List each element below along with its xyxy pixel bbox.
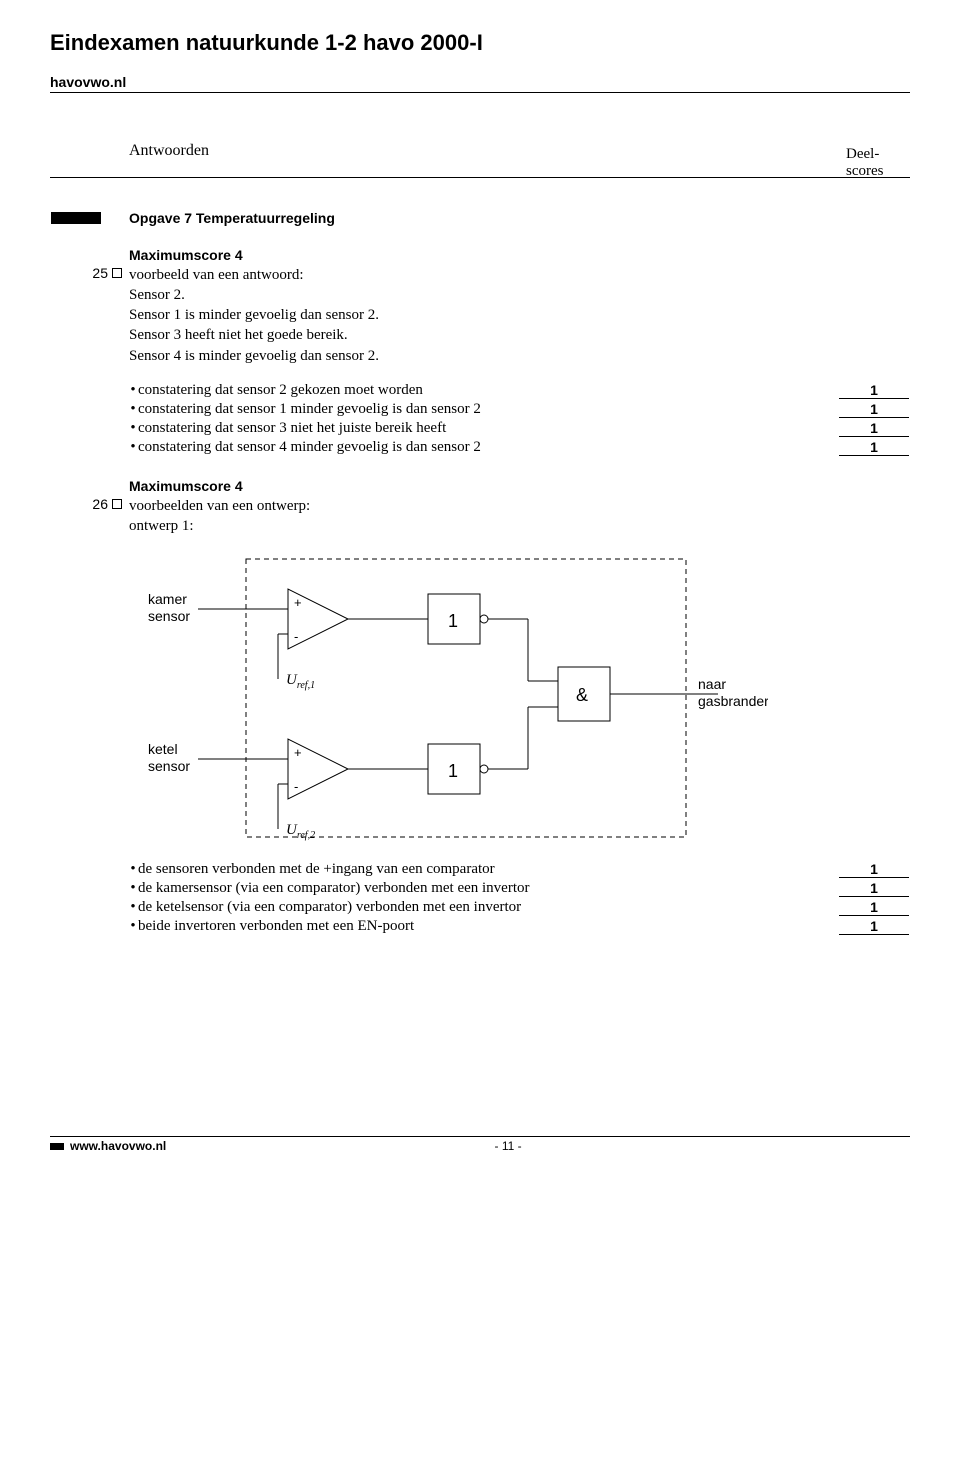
q26-bullet: de sensoren verbonden met de +ingang van… <box>138 861 833 878</box>
content-table: Antwoorden Deel- scores Opgave 7 Tempera… <box>50 141 910 936</box>
svg-text:gasbrander: gasbrander <box>698 693 768 709</box>
score-value: 1 <box>839 382 909 399</box>
circuit-diagram: kamer sensor ketel sensor + - Uref,1 <box>128 549 768 849</box>
bullet-icon: • <box>128 861 138 878</box>
score-value: 1 <box>839 899 909 916</box>
svg-text:+: + <box>294 745 302 760</box>
svg-text:Uref,1: Uref,1 <box>286 672 315 691</box>
svg-text:naar: naar <box>698 676 726 692</box>
q25-bullet: constatering dat sensor 1 minder gevoeli… <box>138 401 833 418</box>
svg-text:kamer: kamer <box>148 591 187 607</box>
svg-text:1: 1 <box>448 761 458 781</box>
footer-bar-icon <box>50 1143 64 1150</box>
q26-maxscore: Maximumscore 4 <box>128 477 838 495</box>
bullet-icon: • <box>128 439 138 456</box>
header-antwoorden: Antwoorden <box>129 142 209 159</box>
svg-text:1: 1 <box>448 611 458 631</box>
bullet-icon: • <box>128 899 138 916</box>
q26-line: voorbeelden van een ontwerp: <box>129 496 828 516</box>
checkbox-icon <box>112 268 122 278</box>
q25-bullet: constatering dat sensor 3 niet het juist… <box>138 420 833 437</box>
score-value: 1 <box>839 918 909 935</box>
score-value: 1 <box>839 420 909 437</box>
footer-page-number: - 11 - <box>166 1139 850 1153</box>
bullet-icon: • <box>128 420 138 437</box>
svg-text:Uref,2: Uref,2 <box>286 822 315 841</box>
score-value: 1 <box>839 861 909 878</box>
section-bar-icon <box>51 212 101 224</box>
q26-bullet: de kamersensor (via een comparator) verb… <box>138 880 833 897</box>
bullet-icon: • <box>128 382 138 399</box>
q25-number: 25 <box>50 264 128 367</box>
q25-maxscore: Maximumscore 4 <box>128 246 838 264</box>
checkbox-icon <box>112 499 122 509</box>
exam-title: Eindexamen natuurkunde 1-2 havo 2000-I <box>50 30 910 56</box>
svg-text:ketel: ketel <box>148 741 178 757</box>
svg-text:-: - <box>294 779 298 794</box>
score-value: 1 <box>839 439 909 456</box>
q25-line: Sensor 2. <box>129 285 828 305</box>
q26-line: ontwerp 1: <box>129 516 828 536</box>
q26-number: 26 <box>50 495 128 538</box>
svg-text:+: + <box>294 595 302 610</box>
svg-text:&: & <box>576 685 588 705</box>
bullet-icon: • <box>128 918 138 935</box>
q26-bullet: de ketelsensor (via een comparator) verb… <box>138 899 833 916</box>
q25-line: Sensor 3 heeft niet het goede bereik. <box>129 325 828 345</box>
svg-text:sensor: sensor <box>148 758 190 774</box>
q26-bullet: beide invertoren verbonden met een EN-po… <box>138 918 833 935</box>
svg-text:-: - <box>294 629 298 644</box>
bullet-icon: • <box>128 880 138 897</box>
score-value: 1 <box>839 401 909 418</box>
header-deel: Deel- scores <box>846 146 884 179</box>
footer-site: www.havovwo.nl <box>70 1139 166 1153</box>
q25-line: Sensor 1 is minder gevoelig dan sensor 2… <box>129 305 828 325</box>
q25-line: voorbeeld van een antwoord: <box>129 265 828 285</box>
q25-line: Sensor 4 is minder gevoelig dan sensor 2… <box>129 346 828 366</box>
q25-bullet: constatering dat sensor 4 minder gevoeli… <box>138 439 833 456</box>
opgave-title: Opgave 7 Temperatuurregeling <box>128 184 838 246</box>
bullet-icon: • <box>128 401 138 418</box>
score-value: 1 <box>839 880 909 897</box>
page-footer: www.havovwo.nl - 11 - <box>50 1136 910 1153</box>
site-top: havovwo.nl <box>50 74 910 93</box>
q25-bullet: constatering dat sensor 2 gekozen moet w… <box>138 382 833 399</box>
svg-text:sensor: sensor <box>148 608 190 624</box>
